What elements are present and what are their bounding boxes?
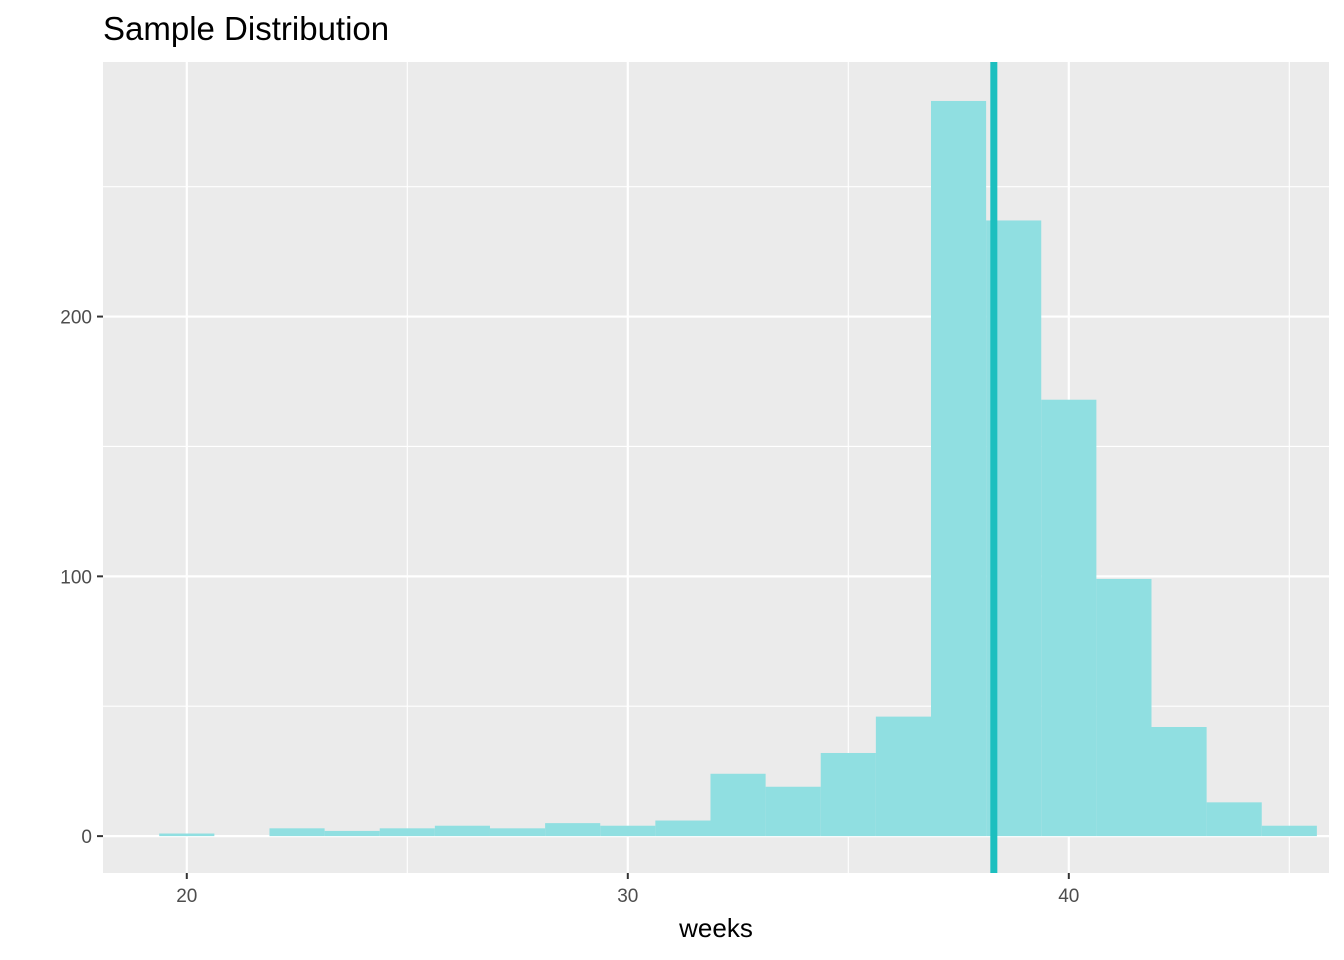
histogram-bar	[1151, 727, 1207, 837]
histogram-bar	[1041, 399, 1097, 837]
axes: 20 30 40 0 100 200	[60, 308, 1079, 907]
chart-title: Sample Distribution	[103, 10, 390, 47]
y-tick-label: 100	[60, 567, 92, 588]
histogram-bar	[159, 833, 215, 837]
x-tick-label: 30	[617, 886, 638, 907]
histogram-bar	[600, 825, 656, 837]
x-axis-title: weeks	[678, 913, 753, 943]
histogram-bar	[545, 823, 601, 837]
histogram-bar	[324, 830, 380, 837]
histogram-bar	[379, 828, 435, 837]
y-tick-label: 0	[81, 827, 92, 848]
histogram-bar	[1261, 825, 1317, 837]
histogram-bar	[765, 786, 821, 837]
y-tick-label: 200	[60, 308, 92, 329]
histogram-bar	[1206, 802, 1262, 837]
histogram-bar	[655, 820, 711, 837]
histogram-bar	[1096, 578, 1152, 837]
x-tick-label: 20	[176, 886, 197, 907]
histogram-bar	[710, 773, 766, 837]
histogram-bar	[820, 752, 876, 837]
histogram-bar	[930, 100, 987, 837]
histogram-bar	[489, 828, 546, 837]
histogram-bar	[434, 825, 490, 837]
x-tick-label: 40	[1058, 886, 1079, 907]
histogram-bar	[269, 828, 325, 837]
histogram-bar	[875, 716, 931, 837]
